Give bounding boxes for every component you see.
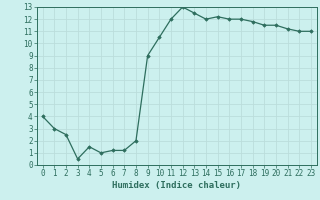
X-axis label: Humidex (Indice chaleur): Humidex (Indice chaleur) xyxy=(112,181,241,190)
